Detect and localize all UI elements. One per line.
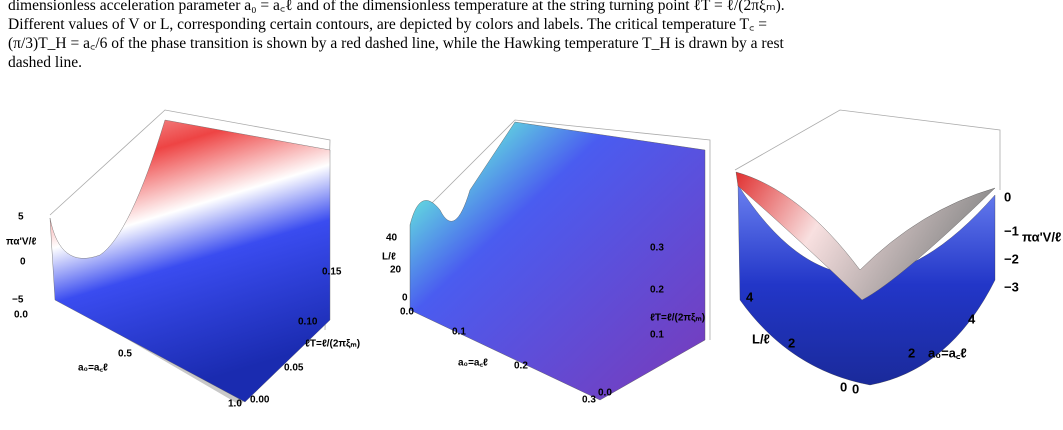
z-tick-label: 0 (20, 257, 26, 268)
surface (49, 119, 331, 403)
figure-3 (734, 109, 1001, 386)
x-tick-label: 0.3 (582, 395, 596, 406)
x-tick-label: 0.5 (118, 349, 132, 360)
z-tick-label: 0 (402, 293, 408, 304)
caption-line: Different values of V or L, correspondin… (8, 16, 767, 33)
figure-2 (409, 119, 711, 401)
z-tick-label: 40 (386, 233, 398, 244)
box-edge (409, 119, 711, 340)
x-tick-label: 0.0 (400, 307, 414, 318)
x-tick-label: 0.2 (514, 361, 528, 372)
x-tick-label: 0.0 (14, 310, 28, 321)
y-tick-label: 0.00 (250, 395, 270, 406)
x-axis-label: a₀=a꜀ℓ (78, 363, 108, 374)
y-tick-label: 2 (908, 345, 915, 360)
z-tick-label: −3 (1004, 279, 1019, 294)
z-tick-label: −2 (1004, 251, 1019, 266)
z-axis-label: πα'V/ℓ (6, 237, 36, 248)
y-tick-label: 0.10 (298, 317, 318, 328)
z-tick-label: 20 (390, 265, 402, 276)
y-tick-label: 0.1 (650, 330, 664, 341)
x-tick-label: 0 (840, 379, 847, 394)
x-tick-label: 1.0 (228, 399, 242, 410)
surface (409, 121, 706, 401)
y-tick-label: 4 (968, 311, 976, 326)
x-tick-label: 0.1 (452, 327, 466, 338)
z-tick-label: −1 (1004, 223, 1019, 238)
y-axis-label: ℓT=ℓ/(2πξₘ) (650, 313, 705, 324)
caption-line: dashed line. (8, 54, 83, 71)
y-tick-label: 0 (852, 381, 859, 396)
x-axis-label: L/ℓ (752, 331, 770, 346)
surface-top (735, 171, 996, 301)
z-tick-label: 5 (18, 212, 24, 223)
x-axis-label: a₀=a꜀ℓ (458, 358, 488, 369)
y-axis-label: ℓT=ℓ/(2πξₘ) (305, 339, 360, 350)
figure-1 (49, 109, 331, 405)
box-edge (734, 109, 1001, 190)
caption: dimensionless acceleration parameter a₀ … (8, 0, 1056, 72)
caption-line: dimensionless acceleration parameter a₀ … (8, 0, 785, 14)
y-tick-label: 0.15 (322, 267, 342, 278)
y-tick-label: 0.3 (650, 243, 664, 254)
y-axis-label: a₀=a꜀ℓ (928, 345, 967, 360)
z-tick-label: −5 (12, 295, 24, 306)
z-tick-label: 0 (1004, 189, 1011, 204)
y-tick-label: 0.0 (598, 388, 612, 399)
y-tick-label: 0.05 (284, 363, 304, 374)
y-tick-label: 0.2 (650, 285, 664, 296)
z-axis-label: L/ℓ (382, 252, 396, 263)
caption-line: (π/3)T_H = a꜀/6 of the phase transition … (8, 35, 784, 52)
z-axis-label: πα'V/ℓ (1022, 229, 1061, 244)
x-tick-label: 4 (746, 289, 754, 304)
x-tick-label: 2 (788, 335, 795, 350)
